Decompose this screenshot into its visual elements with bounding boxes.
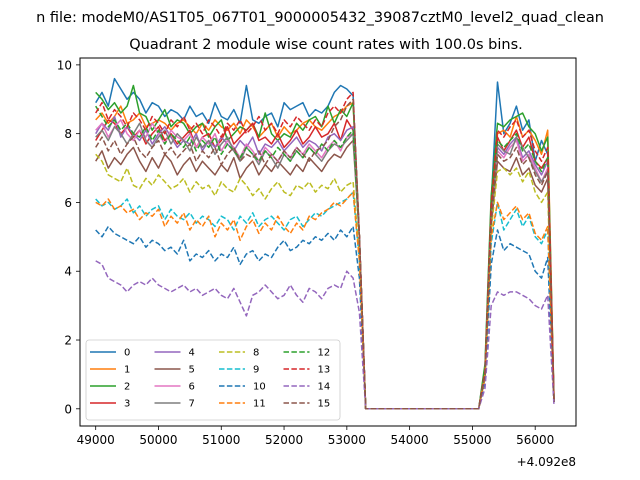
legend-label-8: 8 (253, 348, 259, 359)
y-tick-label: 6 (64, 196, 72, 210)
y-tick-label: 8 (64, 127, 72, 141)
legend-label-14: 14 (318, 382, 331, 393)
legend-label-7: 7 (189, 399, 195, 410)
x-tick-label: 56000 (516, 433, 554, 447)
legend-label-0: 0 (124, 348, 130, 359)
y-tick-label: 0 (64, 402, 72, 416)
x-tick-label: 53000 (328, 433, 366, 447)
axes-frame (79, 57, 577, 427)
y-tick-label: 4 (64, 265, 72, 279)
legend-label-4: 4 (189, 348, 195, 359)
y-axis-ticks: 0 2 4 6 8 10 (57, 58, 80, 416)
x-tick-label: 50000 (139, 433, 177, 447)
y-tick-label: 10 (57, 58, 72, 72)
x-tick-label: 51000 (202, 433, 240, 447)
y-tick-label: 2 (64, 334, 72, 348)
legend-box (85, 339, 341, 421)
legend-label-5: 5 (189, 365, 195, 376)
legend-label-9: 9 (253, 365, 259, 376)
plot-area (95, 77, 555, 410)
x-tick-label: 49000 (77, 433, 115, 447)
x-offset-label: +4.092e8 (517, 455, 576, 469)
legend-label-3: 3 (124, 399, 130, 410)
x-tick-label: 52000 (265, 433, 303, 447)
legend-label-10: 10 (253, 382, 266, 393)
chart-title: Quadrant 2 module wise count rates with … (129, 37, 523, 53)
legend-label-15: 15 (318, 399, 331, 410)
legend-label-11: 11 (253, 399, 266, 410)
legend-label-13: 13 (318, 365, 331, 376)
legend-label-2: 2 (124, 382, 130, 393)
x-axis-ticks: 49000 50000 51000 52000 53000 54000 55000 56000 (77, 426, 554, 447)
x-tick-label: 55000 (453, 433, 491, 447)
legend-label-6: 6 (189, 382, 195, 393)
series-line-15 (95, 98, 555, 410)
legend-label-1: 1 (124, 365, 130, 376)
x-tick-label: 54000 (391, 433, 429, 447)
figure-suptitle: n file: modeM0/AS1T05_067T01_9000005432_… (36, 10, 604, 26)
legend-label-12: 12 (318, 348, 331, 359)
